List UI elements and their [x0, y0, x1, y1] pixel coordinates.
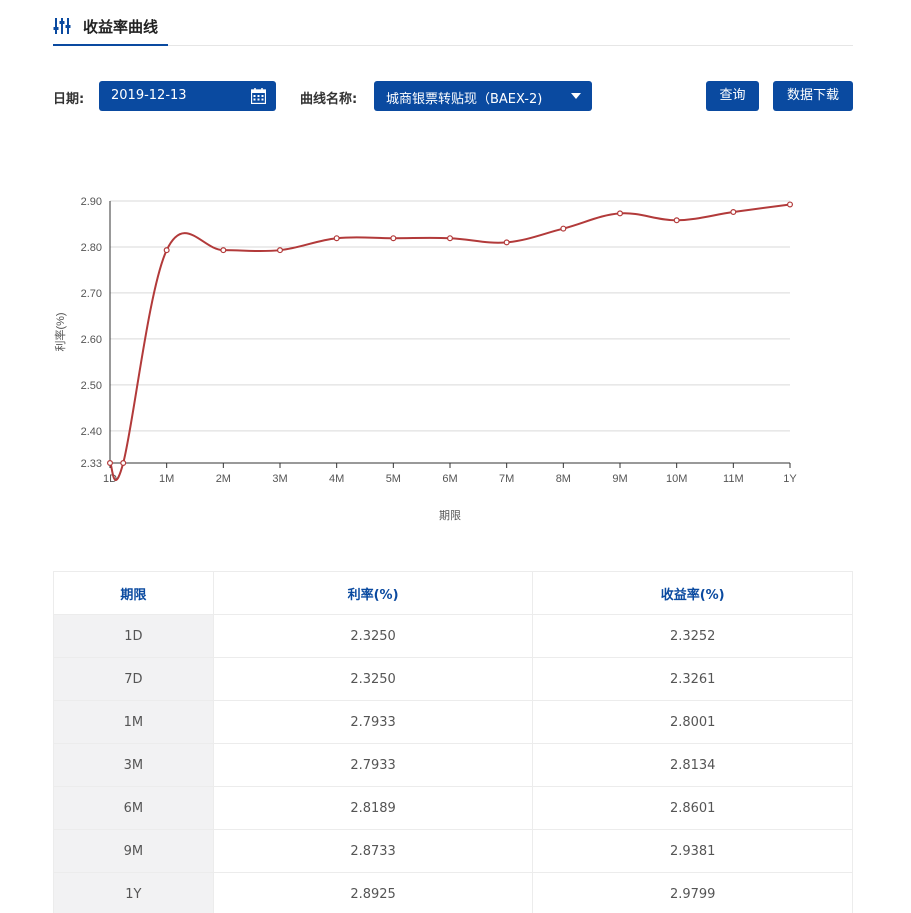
cell-term: 6M [53, 786, 214, 830]
y-axis-title: 利率(%) [53, 312, 67, 351]
filter-bar: 日期: 2019-12-13 曲线名称: 城商银票转贴现（BAEX-2) 查询 … [53, 81, 853, 111]
cell-term: 7D [53, 657, 214, 701]
table-row: 3M 2.7933 2.8134 [53, 743, 853, 787]
data-point [120, 460, 127, 467]
cell-rate: 2.8733 [212, 829, 534, 873]
x-tick-label: 6M [442, 473, 457, 485]
x-tick-label: 1Y [783, 473, 797, 485]
data-point [560, 225, 567, 232]
query-button[interactable]: 查询 [706, 81, 759, 111]
y-tick-label: 2.70 [81, 288, 102, 300]
cell-yield: 2.9799 [532, 872, 853, 913]
data-point [786, 201, 793, 208]
header-term: 期限 [53, 571, 214, 615]
curve-select[interactable]: 城商银票转贴现（BAEX-2) [374, 81, 592, 111]
series-line [109, 203, 791, 482]
cell-term: 1Y [53, 872, 214, 913]
data-point [616, 210, 623, 217]
cell-yield: 2.8601 [532, 786, 853, 830]
y-tick-label: 2.50 [81, 380, 102, 392]
data-point [163, 247, 170, 254]
date-label: 日期: [53, 92, 85, 107]
data-point [333, 235, 340, 242]
cell-yield: 2.3261 [532, 657, 853, 701]
sliders-icon [53, 18, 71, 34]
date-picker[interactable]: 2019-12-13 [99, 81, 276, 111]
curve-value: 城商银票转贴现（BAEX-2) [386, 92, 543, 107]
chevron-down-icon[interactable] [571, 93, 581, 99]
cell-rate: 2.8189 [212, 786, 534, 830]
data-point [220, 247, 227, 254]
cell-rate: 2.3250 [212, 614, 534, 658]
y-tick-label: 2.90 [81, 196, 102, 208]
cell-yield: 2.9381 [532, 829, 853, 873]
y-tick-label: 2.80 [81, 242, 102, 254]
date-value: 2019-12-13 [111, 88, 187, 103]
table-header-row: 期限 利率(%) 收益率(%) [53, 571, 853, 615]
cell-term: 9M [53, 829, 214, 873]
table-row: 7D 2.3250 2.3261 [53, 657, 853, 701]
section-header: 收益率曲线 [53, 14, 853, 46]
data-point [730, 209, 737, 216]
table-row: 1D 2.3250 2.3252 [53, 614, 853, 658]
cell-rate: 2.8925 [212, 872, 534, 913]
data-point [447, 235, 454, 242]
y-tick-label: 2.40 [81, 426, 102, 438]
header-rate: 利率(%) [212, 571, 534, 615]
title-underline [53, 44, 168, 46]
table-row: 6M 2.8189 2.8601 [53, 786, 853, 830]
cell-yield: 2.8001 [532, 700, 853, 744]
cell-yield: 2.3252 [532, 614, 853, 658]
x-axis-title: 期限 [439, 509, 461, 522]
data-point [503, 239, 510, 246]
data-point [390, 235, 397, 242]
x-tick-label: 9M [612, 473, 627, 485]
x-tick-label: 1M [159, 473, 174, 485]
header-yield: 收益率(%) [532, 571, 853, 615]
x-tick-label: 8M [556, 473, 571, 485]
data-point [673, 217, 680, 224]
yield-curve-chart: 2.90 2.80 2.70 2.60 2.50 2.40 2.33 1D 1M 2M 3M 4M 5M… [40, 180, 820, 530]
x-tick-label: 7M [499, 473, 514, 485]
cell-rate: 2.7933 [212, 743, 534, 787]
curve-label: 曲线名称: [300, 92, 358, 107]
table-row: 9M 2.8733 2.9381 [53, 829, 853, 873]
x-tick-label: 2M [216, 473, 231, 485]
cell-term: 1M [53, 700, 214, 744]
calendar-icon[interactable] [251, 88, 266, 104]
x-tick-label: 3M [272, 473, 287, 485]
table-row: 1Y 2.8925 2.9799 [53, 872, 853, 913]
x-tick-label: 4M [329, 473, 344, 485]
table-row: 1M 2.7933 2.8001 [53, 700, 853, 744]
yield-table: 期限 利率(%) 收益率(%) 1D 2.3250 2.3252 7D 2.3250 2.… [53, 571, 853, 913]
x-tick-label: 10M [666, 473, 687, 485]
download-button[interactable]: 数据下载 [773, 81, 853, 111]
y-tick-label: 2.60 [81, 334, 102, 346]
cell-term: 1D [53, 614, 214, 658]
page-title: 收益率曲线 [83, 18, 159, 36]
cell-yield: 2.8134 [532, 743, 853, 787]
x-tick-label: 11M [723, 473, 744, 485]
data-point [277, 247, 284, 254]
data-point [106, 460, 113, 467]
y-tick-label: 2.33 [81, 458, 102, 470]
cell-rate: 2.3250 [212, 657, 534, 701]
cell-rate: 2.7933 [212, 700, 534, 744]
cell-term: 3M [53, 743, 214, 787]
x-tick-label: 5M [386, 473, 401, 485]
